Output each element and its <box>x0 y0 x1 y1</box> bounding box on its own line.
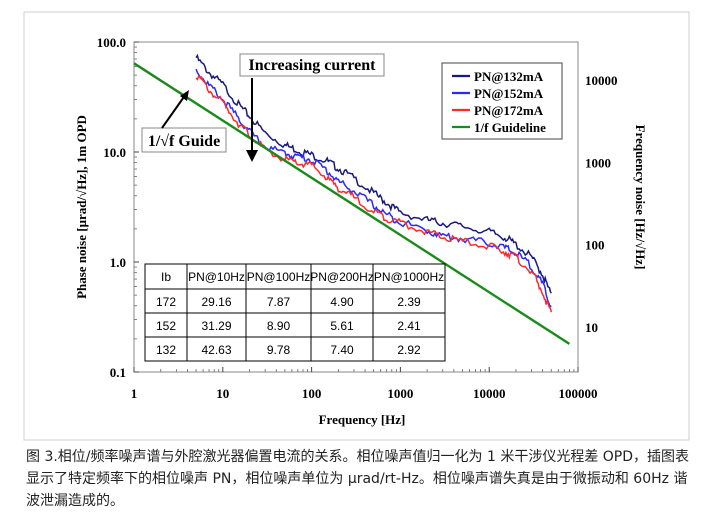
guide-arrow <box>161 93 187 129</box>
y-tick-label: 100.0 <box>97 35 126 50</box>
x-tick-label: 10000 <box>473 386 506 401</box>
y2-tick-label: 10 <box>585 320 598 335</box>
guide-arrowhead <box>180 90 189 101</box>
y-axis-title: Phase noise [μrad/√Hz], 1m OPD <box>74 115 89 299</box>
increasing-current-label: Increasing current <box>249 57 377 74</box>
legend-label: PN@172mA <box>474 103 544 118</box>
x-tick-label: 1 <box>131 386 138 401</box>
increasing-current-arrowhead <box>246 150 258 162</box>
x-tick-label: 100000 <box>559 386 598 401</box>
legend-label: PN@152mA <box>474 86 544 101</box>
x-axis-title: Frequency [Hz] <box>319 412 406 427</box>
series-line-guideline <box>133 62 571 345</box>
pn-table-cell: 172 <box>156 295 176 309</box>
pn-table-cell: 31.29 <box>201 319 231 333</box>
guide-label-box <box>141 127 227 153</box>
pn-table-cell: 152 <box>156 319 176 333</box>
increasing-current-box <box>239 53 385 77</box>
y-tick-label: 0.1 <box>110 365 126 380</box>
chart-frame: 1 10 100 1000 10000 100000 0.1 1.0 10.0 100.0 10 10… <box>23 11 690 441</box>
pn-table-cell: 5.61 <box>330 319 354 333</box>
x-tick-label: 10 <box>216 386 229 401</box>
guide-label: 1/√f Guide <box>148 133 220 150</box>
pn-table-header-cell: PN@1000Hz <box>374 270 444 284</box>
series-line-pn-152ma <box>195 68 552 308</box>
pn-table-cell: 2.39 <box>397 295 421 309</box>
pn-table-cell: 42.63 <box>201 343 231 357</box>
pn-table-cell: 2.41 <box>397 319 421 333</box>
legend-label: 1/f Guideline <box>474 120 546 135</box>
pn-table-cell: 2.92 <box>397 343 421 357</box>
pn-table-header-cell: PN@10Hz <box>188 270 245 284</box>
pn-table-cell: 7.40 <box>330 343 354 357</box>
figure-caption: 图 3.相位/频率噪声谱与外腔激光器偏置电流的关系。相位噪声值归一化为 1 米干… <box>26 449 690 509</box>
x-tick-label: 1000 <box>387 386 413 401</box>
pn-table-cell: 132 <box>156 343 176 357</box>
y2-axis-title: Frequency noise [Hz/√Hz] <box>633 125 648 270</box>
y2-tick-label: 100 <box>585 238 605 253</box>
phase-noise-chart: 1 10 100 1000 10000 100000 0.1 1.0 10.0 100.0 10 10… <box>23 11 690 441</box>
pn-table-header-cell: PN@200Hz <box>310 270 374 284</box>
y-tick-label: 10.0 <box>103 145 126 160</box>
y2-tick-label: 10000 <box>585 73 618 88</box>
pn-table-cell: 9.78 <box>267 343 291 357</box>
pn-table-cell: 4.90 <box>330 295 354 309</box>
y-tick-label: 1.0 <box>110 255 126 270</box>
pn-table-header-cell: PN@100Hz <box>247 270 311 284</box>
y2-tick-label: 1000 <box>585 155 611 170</box>
pn-table-cell: 7.87 <box>267 295 291 309</box>
series-line-pn-172ma <box>195 74 553 313</box>
legend-label: PN@132mA <box>474 69 544 84</box>
x-tick-label: 100 <box>302 386 322 401</box>
pn-table-cell: 8.90 <box>267 319 291 333</box>
pn-table-cell: 29.16 <box>201 295 231 309</box>
pn-table-header-cell: Ib <box>161 270 171 284</box>
series-line-pn-132ma <box>195 53 552 294</box>
